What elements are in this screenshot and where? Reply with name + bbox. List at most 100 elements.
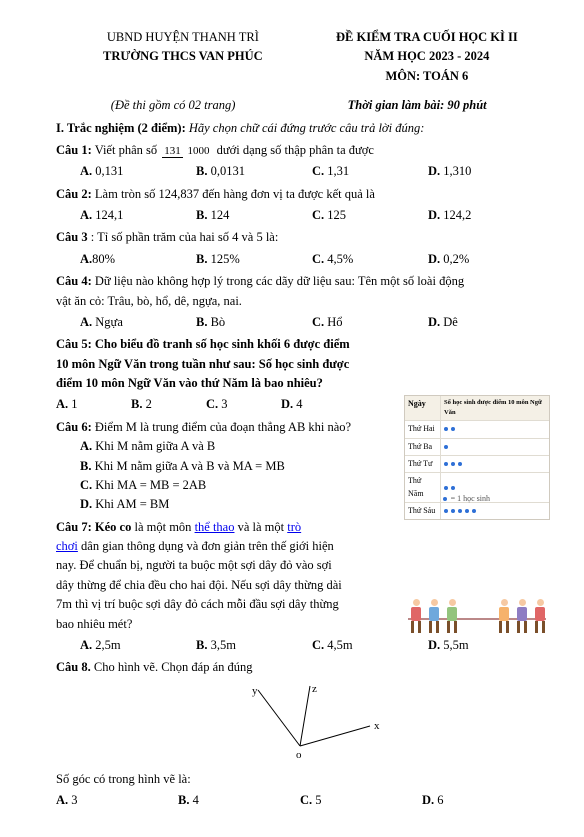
dot-icon bbox=[444, 462, 448, 466]
chart-dots bbox=[441, 456, 549, 472]
district-line: UBND HUYỆN THANH TRÌ bbox=[56, 28, 310, 47]
q7-text-e: nay. Để chuẩn bị, người ta buộc một sợi … bbox=[56, 556, 356, 575]
dot-icon bbox=[451, 486, 455, 490]
q1-label: Câu 1: bbox=[56, 143, 92, 157]
dot-icon bbox=[444, 427, 448, 431]
q4-opt-a: A. Ngựa bbox=[80, 313, 196, 332]
chart-day: Thứ Sáu bbox=[405, 503, 441, 519]
q7-opt-a: A. 2,5m bbox=[80, 636, 196, 655]
dot-icon bbox=[465, 509, 469, 513]
angle-label-o: o bbox=[296, 749, 302, 760]
q1-options: A. 0,131 B. 0,0131 C. 1,31 D. 1,310 bbox=[80, 162, 544, 181]
q2-text: Làm tròn số 124,837 đến hàng đơn vị ta đ… bbox=[95, 187, 375, 201]
q8-opt-c: C. 5 bbox=[300, 791, 422, 810]
q7-text-d: dân gian thông dụng và đơn giản trên thế… bbox=[81, 539, 334, 553]
dot-icon bbox=[444, 509, 448, 513]
q1-text-a: Viết phân số bbox=[95, 143, 161, 157]
angle-label-x: x bbox=[374, 720, 380, 732]
dot-icon bbox=[444, 445, 448, 449]
question-2: Câu 2: Làm tròn số 124,837 đến hàng đơn … bbox=[56, 185, 544, 204]
q5-opt-c: C. 3 bbox=[206, 395, 281, 414]
chart-day: Thứ Ba bbox=[405, 439, 441, 455]
q4-label: Câu 4: bbox=[56, 274, 92, 288]
exam-subject: MÔN: TOÁN 6 bbox=[310, 67, 544, 86]
q8-text: Cho hình vẽ. Chọn đáp án đúng bbox=[94, 660, 253, 674]
tug-of-war-image bbox=[404, 585, 550, 651]
q1-opt-d: D. 1,310 bbox=[428, 162, 544, 181]
q1-opt-a: A. 0,131 bbox=[80, 162, 196, 181]
q5-opt-a: A. 1 bbox=[56, 395, 131, 414]
link-the-thao[interactable]: thể thao bbox=[195, 520, 235, 534]
section-1-title: I. Trắc nghiệm (2 điểm): bbox=[56, 121, 186, 135]
q4-opt-b: B. Bò bbox=[196, 313, 312, 332]
q2-opt-a: A. 124,1 bbox=[80, 206, 196, 225]
q3-opt-c: C. 4,5% bbox=[312, 250, 428, 269]
question-7-line1: Câu 7: Kéo co là một môn thể thao và là … bbox=[56, 518, 356, 537]
link-choi[interactable]: chơi bbox=[56, 539, 78, 553]
fraction: 131 1000 bbox=[162, 145, 211, 157]
q7-text-f: dây thừng để chia đều cho hai đội. Nếu s… bbox=[56, 576, 356, 595]
q8-opt-d: D. 6 bbox=[422, 791, 544, 810]
q4-opt-d: D. Dê bbox=[428, 313, 544, 332]
q1-text-b: dưới dạng số thập phân ta được bbox=[217, 143, 374, 157]
q6-text: Điểm M là trung điểm của đoạn thẳng AB k… bbox=[95, 420, 351, 434]
q7-label: Câu 7: bbox=[56, 520, 92, 534]
q2-opt-c: C. 125 bbox=[312, 206, 428, 225]
q8-opt-a: A. 3 bbox=[56, 791, 178, 810]
dot-icon bbox=[444, 486, 448, 490]
q4-text-a: Dữ liệu nào không hợp lý trong các dãy d… bbox=[95, 274, 464, 288]
q4-options: A. Ngựa B. Bò C. Hổ D. Dê bbox=[80, 313, 544, 332]
question-1: Câu 1: Viết phân số 131 1000 dưới dạng s… bbox=[56, 141, 544, 160]
dot-icon bbox=[451, 427, 455, 431]
kid-figure bbox=[426, 599, 442, 635]
q5-label: Câu 5: bbox=[56, 337, 92, 351]
q2-options: A. 124,1 B. 124 C. 125 D. 124,2 bbox=[80, 206, 544, 225]
q2-label: Câu 2: bbox=[56, 187, 95, 201]
duration: Thời gian làm bài: 90 phút bbox=[290, 96, 544, 115]
q3-options: A.80% B. 125% C. 4,5% D. 0,2% bbox=[80, 250, 544, 269]
chart-dots bbox=[441, 503, 549, 519]
question-7-line2: chơi dân gian thông dụng và đơn giản trê… bbox=[56, 537, 356, 556]
chart-row: Thứ Tư bbox=[405, 456, 549, 473]
legend-dot-icon bbox=[443, 497, 447, 501]
dot-icon bbox=[458, 509, 462, 513]
school-line: TRƯỜNG THCS VAN PHÚC bbox=[56, 47, 310, 66]
legend-text: = 1 học sinh bbox=[451, 493, 490, 505]
kid-figure bbox=[496, 599, 512, 635]
exam-title: ĐỀ KIỂM TRA CUỐI HỌC KÌ II bbox=[310, 28, 544, 47]
q3-text: : Tỉ số phần trăm của hai số 4 và 5 là: bbox=[91, 230, 279, 244]
q1-opt-c: C. 1,31 bbox=[312, 162, 428, 181]
q7-text-c: và là một bbox=[238, 520, 288, 534]
angle-label-y: y bbox=[252, 685, 258, 697]
q6-label: Câu 6: bbox=[56, 420, 92, 434]
header-right: ĐỀ KIỂM TRA CUỐI HỌC KÌ II NĂM HỌC 2023 … bbox=[310, 28, 544, 86]
chart-legend: = 1 học sinh bbox=[433, 493, 490, 505]
q8-label: Câu 8. bbox=[56, 660, 91, 674]
chart-row: Thứ Ba bbox=[405, 439, 549, 456]
question-8: Câu 8. Cho hình vẽ. Chọn đáp án đúng bbox=[56, 658, 544, 677]
link-tro[interactable]: trò bbox=[287, 520, 301, 534]
q5-text-b: 10 môn Ngữ Văn trong tuần như sau: Số họ… bbox=[56, 355, 356, 374]
question-5-line1: Câu 5: Cho biểu đồ tranh số học sinh khố… bbox=[56, 335, 356, 354]
q3-opt-a: A.80% bbox=[80, 250, 196, 269]
document-header: UBND HUYỆN THANH TRÌ TRƯỜNG THCS VAN PHÚ… bbox=[56, 28, 544, 86]
dot-icon bbox=[458, 462, 462, 466]
kid-figure bbox=[444, 599, 460, 635]
chart-day: Thứ Hai bbox=[405, 421, 441, 437]
q8-options: A. 3 B. 4 C. 5 D. 6 bbox=[56, 791, 544, 810]
pages-note: (Đề thi gồm có 02 trang) bbox=[56, 96, 290, 115]
chart-day: Thứ Tư bbox=[405, 456, 441, 472]
chart-row: Thứ Sáu bbox=[405, 503, 549, 519]
section-1-heading: I. Trắc nghiệm (2 điểm): Hãy chọn chữ cá… bbox=[56, 119, 544, 138]
q4-opt-c: C. Hổ bbox=[312, 313, 428, 332]
q5-text-a: Cho biểu đồ tranh số học sinh khối 6 đượ… bbox=[92, 337, 350, 351]
q5-options: A. 1 B. 2 C. 3 D. 4 bbox=[56, 395, 356, 414]
q7-text-a: Kéo co bbox=[95, 520, 131, 534]
angle-label-z: z bbox=[312, 683, 317, 695]
chart-header-day: Ngày bbox=[405, 396, 441, 420]
dot-icon bbox=[451, 462, 455, 466]
question-4: Câu 4: Dữ liệu nào không hợp lý trong cá… bbox=[56, 272, 544, 291]
q2-opt-d: D. 124,2 bbox=[428, 206, 544, 225]
kid-figure bbox=[408, 599, 424, 635]
question-3: Câu 3 : Tỉ số phần trăm của hai số 4 và … bbox=[56, 228, 544, 247]
